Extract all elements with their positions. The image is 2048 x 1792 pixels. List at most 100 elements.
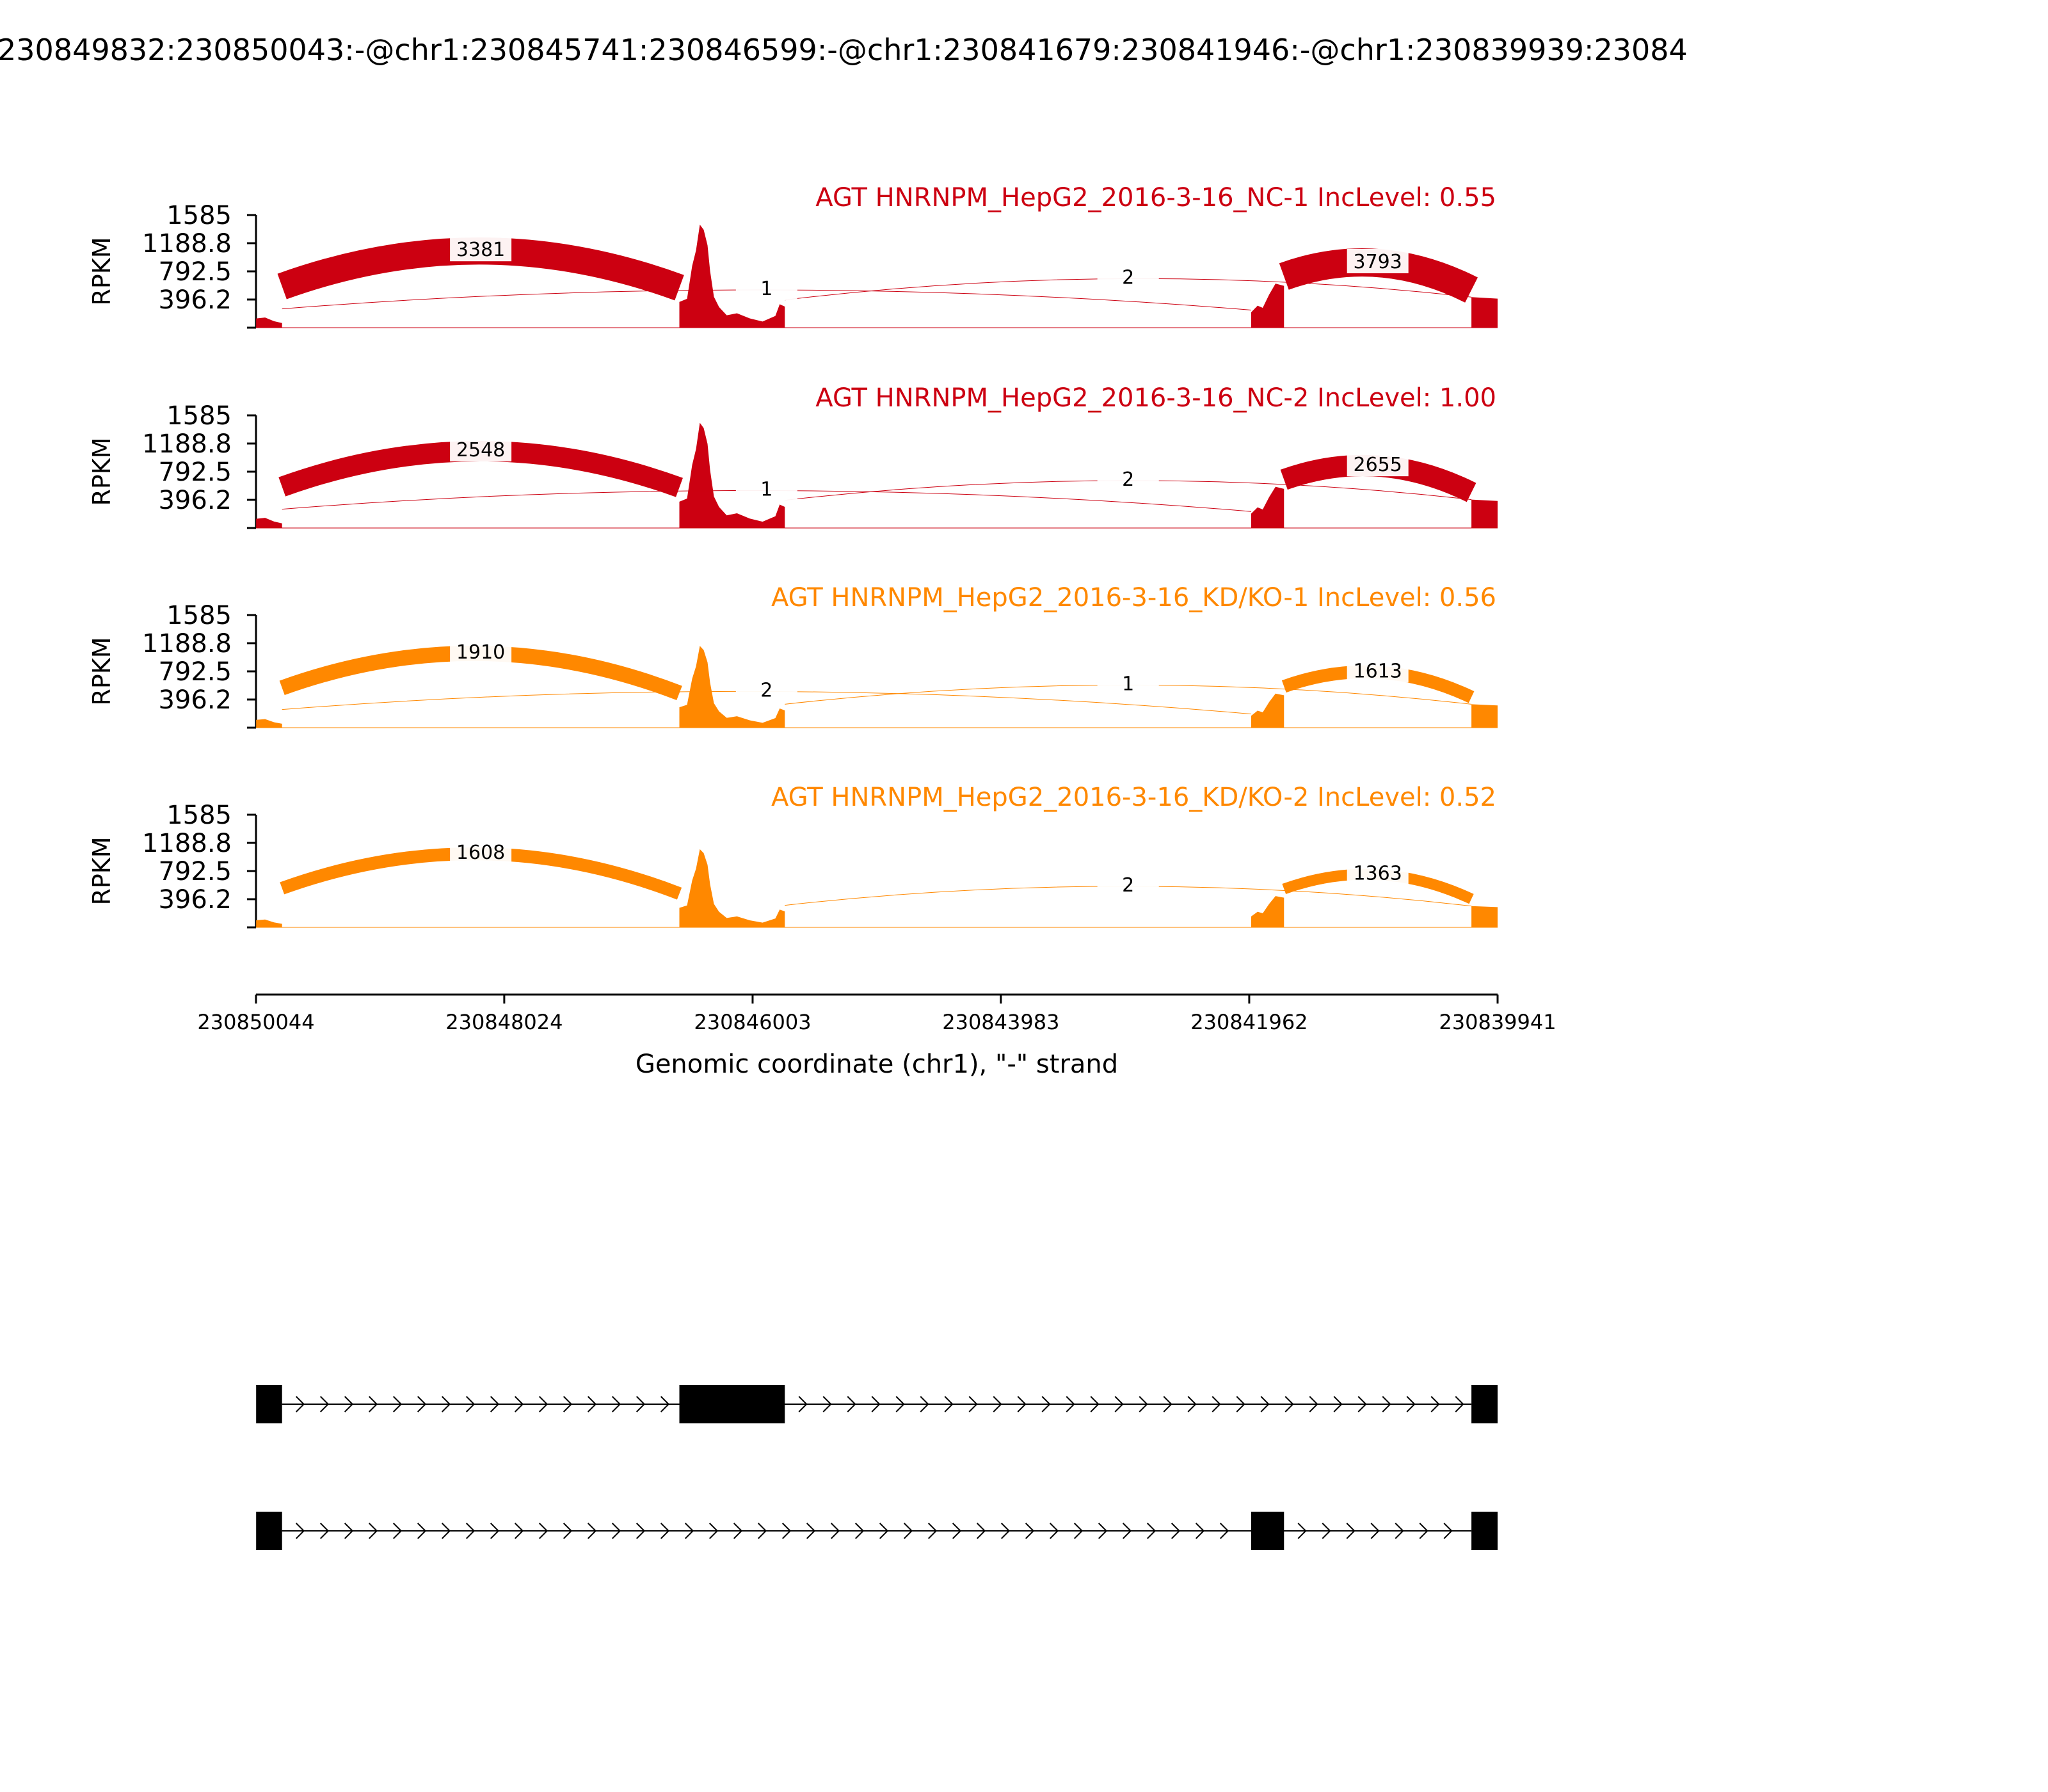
isoform-1	[256, 1385, 1498, 1423]
junction-count-label: 2	[1122, 468, 1134, 491]
coverage-exon-2	[679, 224, 785, 328]
strand-arrow	[847, 1396, 856, 1412]
strand-arrow	[968, 1396, 978, 1412]
strand-arrow	[636, 1396, 646, 1412]
exon-block	[256, 1512, 282, 1550]
x-tick-label: 230848024	[445, 1010, 563, 1034]
strand-arrow	[1357, 1396, 1367, 1412]
exon-block	[1471, 1512, 1498, 1550]
strand-arrow	[1443, 1523, 1453, 1539]
strand-arrow	[296, 1523, 305, 1539]
y-tick-label: 396.2	[158, 486, 232, 515]
x-tick-label: 230839941	[1439, 1010, 1556, 1034]
strand-arrow	[685, 1523, 694, 1539]
coverage-exon-4	[1471, 499, 1498, 528]
y-axis-label: RPKM	[88, 237, 116, 305]
junction-label-bg	[450, 639, 512, 664]
strand-arrow	[871, 1396, 881, 1412]
junction-label-bg	[1097, 872, 1159, 897]
x-tick-label: 230843983	[942, 1010, 1059, 1034]
track-title: AGT HNRNPM_HepG2_2016-3-16_KD/KO-1 IncLe…	[771, 583, 1496, 612]
junction-count-label: 3381	[456, 239, 505, 261]
coverage-exon-3	[1251, 693, 1284, 728]
y-tick-label: 1585	[166, 801, 232, 830]
strand-arrow	[369, 1523, 378, 1539]
strand-arrow	[466, 1396, 476, 1412]
strand-arrow	[1098, 1523, 1108, 1539]
strand-arrow	[636, 1523, 646, 1539]
strand-arrow	[879, 1523, 889, 1539]
strand-arrow	[928, 1523, 938, 1539]
strand-arrow	[733, 1523, 743, 1539]
strand-arrow	[904, 1523, 913, 1539]
exon-block	[679, 1385, 785, 1423]
strand-arrow	[1322, 1523, 1331, 1539]
coverage-exon-4	[1471, 297, 1498, 328]
coverage-exon-3	[1251, 284, 1284, 328]
coverage-exon-3	[1251, 486, 1284, 528]
strand-arrow	[944, 1396, 954, 1412]
junction-label-bg	[1097, 671, 1159, 696]
coverage-exon-4	[1471, 906, 1498, 927]
strand-arrow	[515, 1523, 524, 1539]
y-tick-label: 1188.8	[142, 829, 232, 858]
y-tick-label: 792.5	[158, 657, 232, 687]
track-title: AGT HNRNPM_HepG2_2016-3-16_KD/KO-2 IncLe…	[771, 783, 1496, 812]
strand-arrow	[1220, 1523, 1229, 1539]
isoform-models	[256, 1385, 1498, 1550]
junction-count-label: 2	[760, 679, 772, 701]
junction-count-label: 3793	[1354, 251, 1402, 273]
strand-arrow	[895, 1396, 905, 1412]
strand-arrow	[758, 1523, 767, 1539]
strand-arrow	[855, 1523, 865, 1539]
strand-arrow	[1025, 1523, 1035, 1539]
strand-arrow	[806, 1523, 816, 1539]
y-tick-label: 1585	[166, 201, 232, 230]
x-tick-label: 230846003	[694, 1010, 811, 1034]
y-tick-label: 1188.8	[142, 629, 232, 659]
strand-arrow	[320, 1523, 330, 1539]
strand-arrow	[709, 1523, 719, 1539]
junction-label-bg	[1097, 264, 1159, 289]
y-tick-label: 792.5	[158, 257, 232, 287]
strand-arrow	[1147, 1523, 1156, 1539]
strand-arrow	[1382, 1396, 1391, 1412]
strand-arrow	[1284, 1396, 1294, 1412]
strand-arrow	[539, 1523, 548, 1539]
junction-label-bg	[1347, 452, 1409, 477]
junction-count-label: 2548	[456, 439, 505, 461]
strand-arrow	[1260, 1396, 1270, 1412]
strand-arrow	[1163, 1396, 1172, 1412]
strand-arrow	[369, 1396, 378, 1412]
exon-block	[1471, 1385, 1498, 1423]
strand-arrow	[1370, 1523, 1380, 1539]
strand-arrow	[1074, 1523, 1084, 1539]
junction-count-label: 1608	[456, 842, 505, 864]
strand-arrow	[920, 1396, 929, 1412]
junction-label-bg	[735, 476, 797, 501]
coverage-exon-1	[256, 518, 282, 528]
coverage-exon-1	[256, 719, 282, 728]
y-tick-label: 396.2	[158, 685, 232, 715]
strand-arrow	[442, 1396, 451, 1412]
junction-label-bg	[735, 276, 797, 301]
coverage-exon-4	[1471, 704, 1498, 728]
strand-arrow	[798, 1396, 808, 1412]
strand-arrow	[515, 1396, 524, 1412]
strand-arrow	[1406, 1396, 1416, 1412]
y-axis-label: RPKM	[88, 836, 116, 905]
strand-arrow	[1297, 1523, 1307, 1539]
track-title: AGT HNRNPM_HepG2_2016-3-16_NC-1 IncLevel…	[815, 183, 1496, 212]
y-tick-label: 396.2	[158, 285, 232, 315]
strand-arrow	[466, 1523, 476, 1539]
junction-count-label: 2655	[1354, 454, 1402, 476]
strand-arrow	[1066, 1396, 1075, 1412]
x-tick-label: 230850044	[197, 1010, 314, 1034]
strand-arrow	[993, 1396, 1002, 1412]
figure-title: 230849832:230850043:-@chr1:230845741:230…	[0, 33, 1688, 67]
junction-count-label: 2	[1122, 266, 1134, 289]
